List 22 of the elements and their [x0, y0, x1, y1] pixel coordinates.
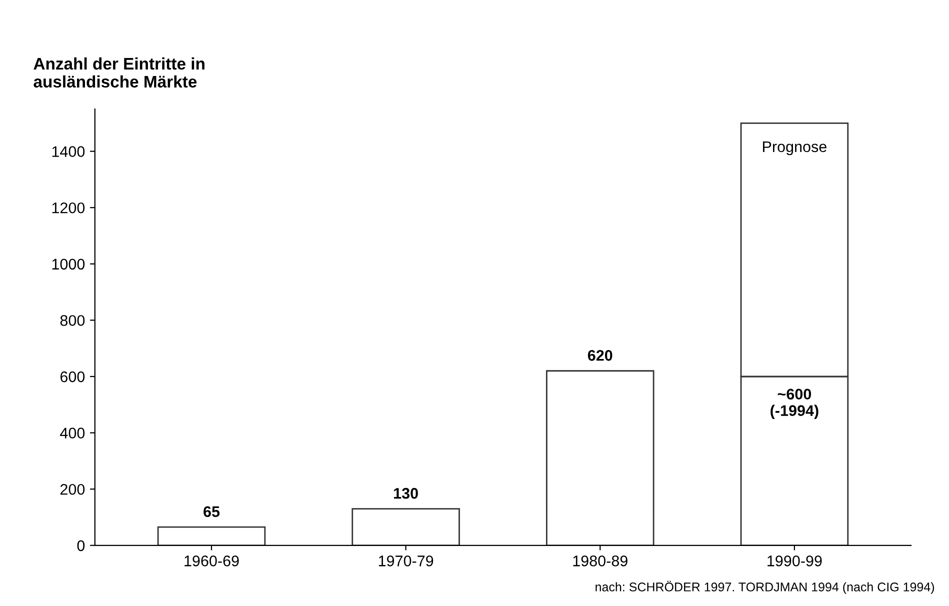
y-tick-label: 1000 [52, 258, 85, 270]
data-label: ~600 (-1994) [770, 388, 818, 420]
y-tick-label: 200 [60, 484, 85, 495]
x-tick-label: 1970-79 [378, 556, 434, 566]
data-label: 130 [394, 488, 418, 499]
bar [352, 508, 460, 546]
x-tick-label: 1990-99 [768, 556, 822, 566]
x-tick-label: 1980-89 [573, 556, 628, 566]
y-tick-label: 1200 [52, 202, 85, 214]
text: nach: SCHRÖDER 1997. TORDJMAN 1994 (nach CIG 1994) [596, 580, 934, 594]
y-tick-label: 0 [77, 540, 85, 552]
y-axis-title: Anzahl der Eintritte in ausländische Märkte [34, 57, 204, 88]
bar [157, 526, 266, 546]
y-tick-label: 1400 [52, 146, 85, 157]
series-label: Prognose [763, 141, 826, 156]
y-tick-label: 800 [60, 315, 85, 326]
bar [546, 370, 654, 546]
y-tick-label: 600 [60, 371, 85, 382]
data-label: 620 [588, 350, 612, 361]
data-label: 65 [204, 506, 220, 518]
x-tick-label: 1960-69 [184, 556, 239, 566]
y-tick-label: 400 [60, 428, 85, 438]
